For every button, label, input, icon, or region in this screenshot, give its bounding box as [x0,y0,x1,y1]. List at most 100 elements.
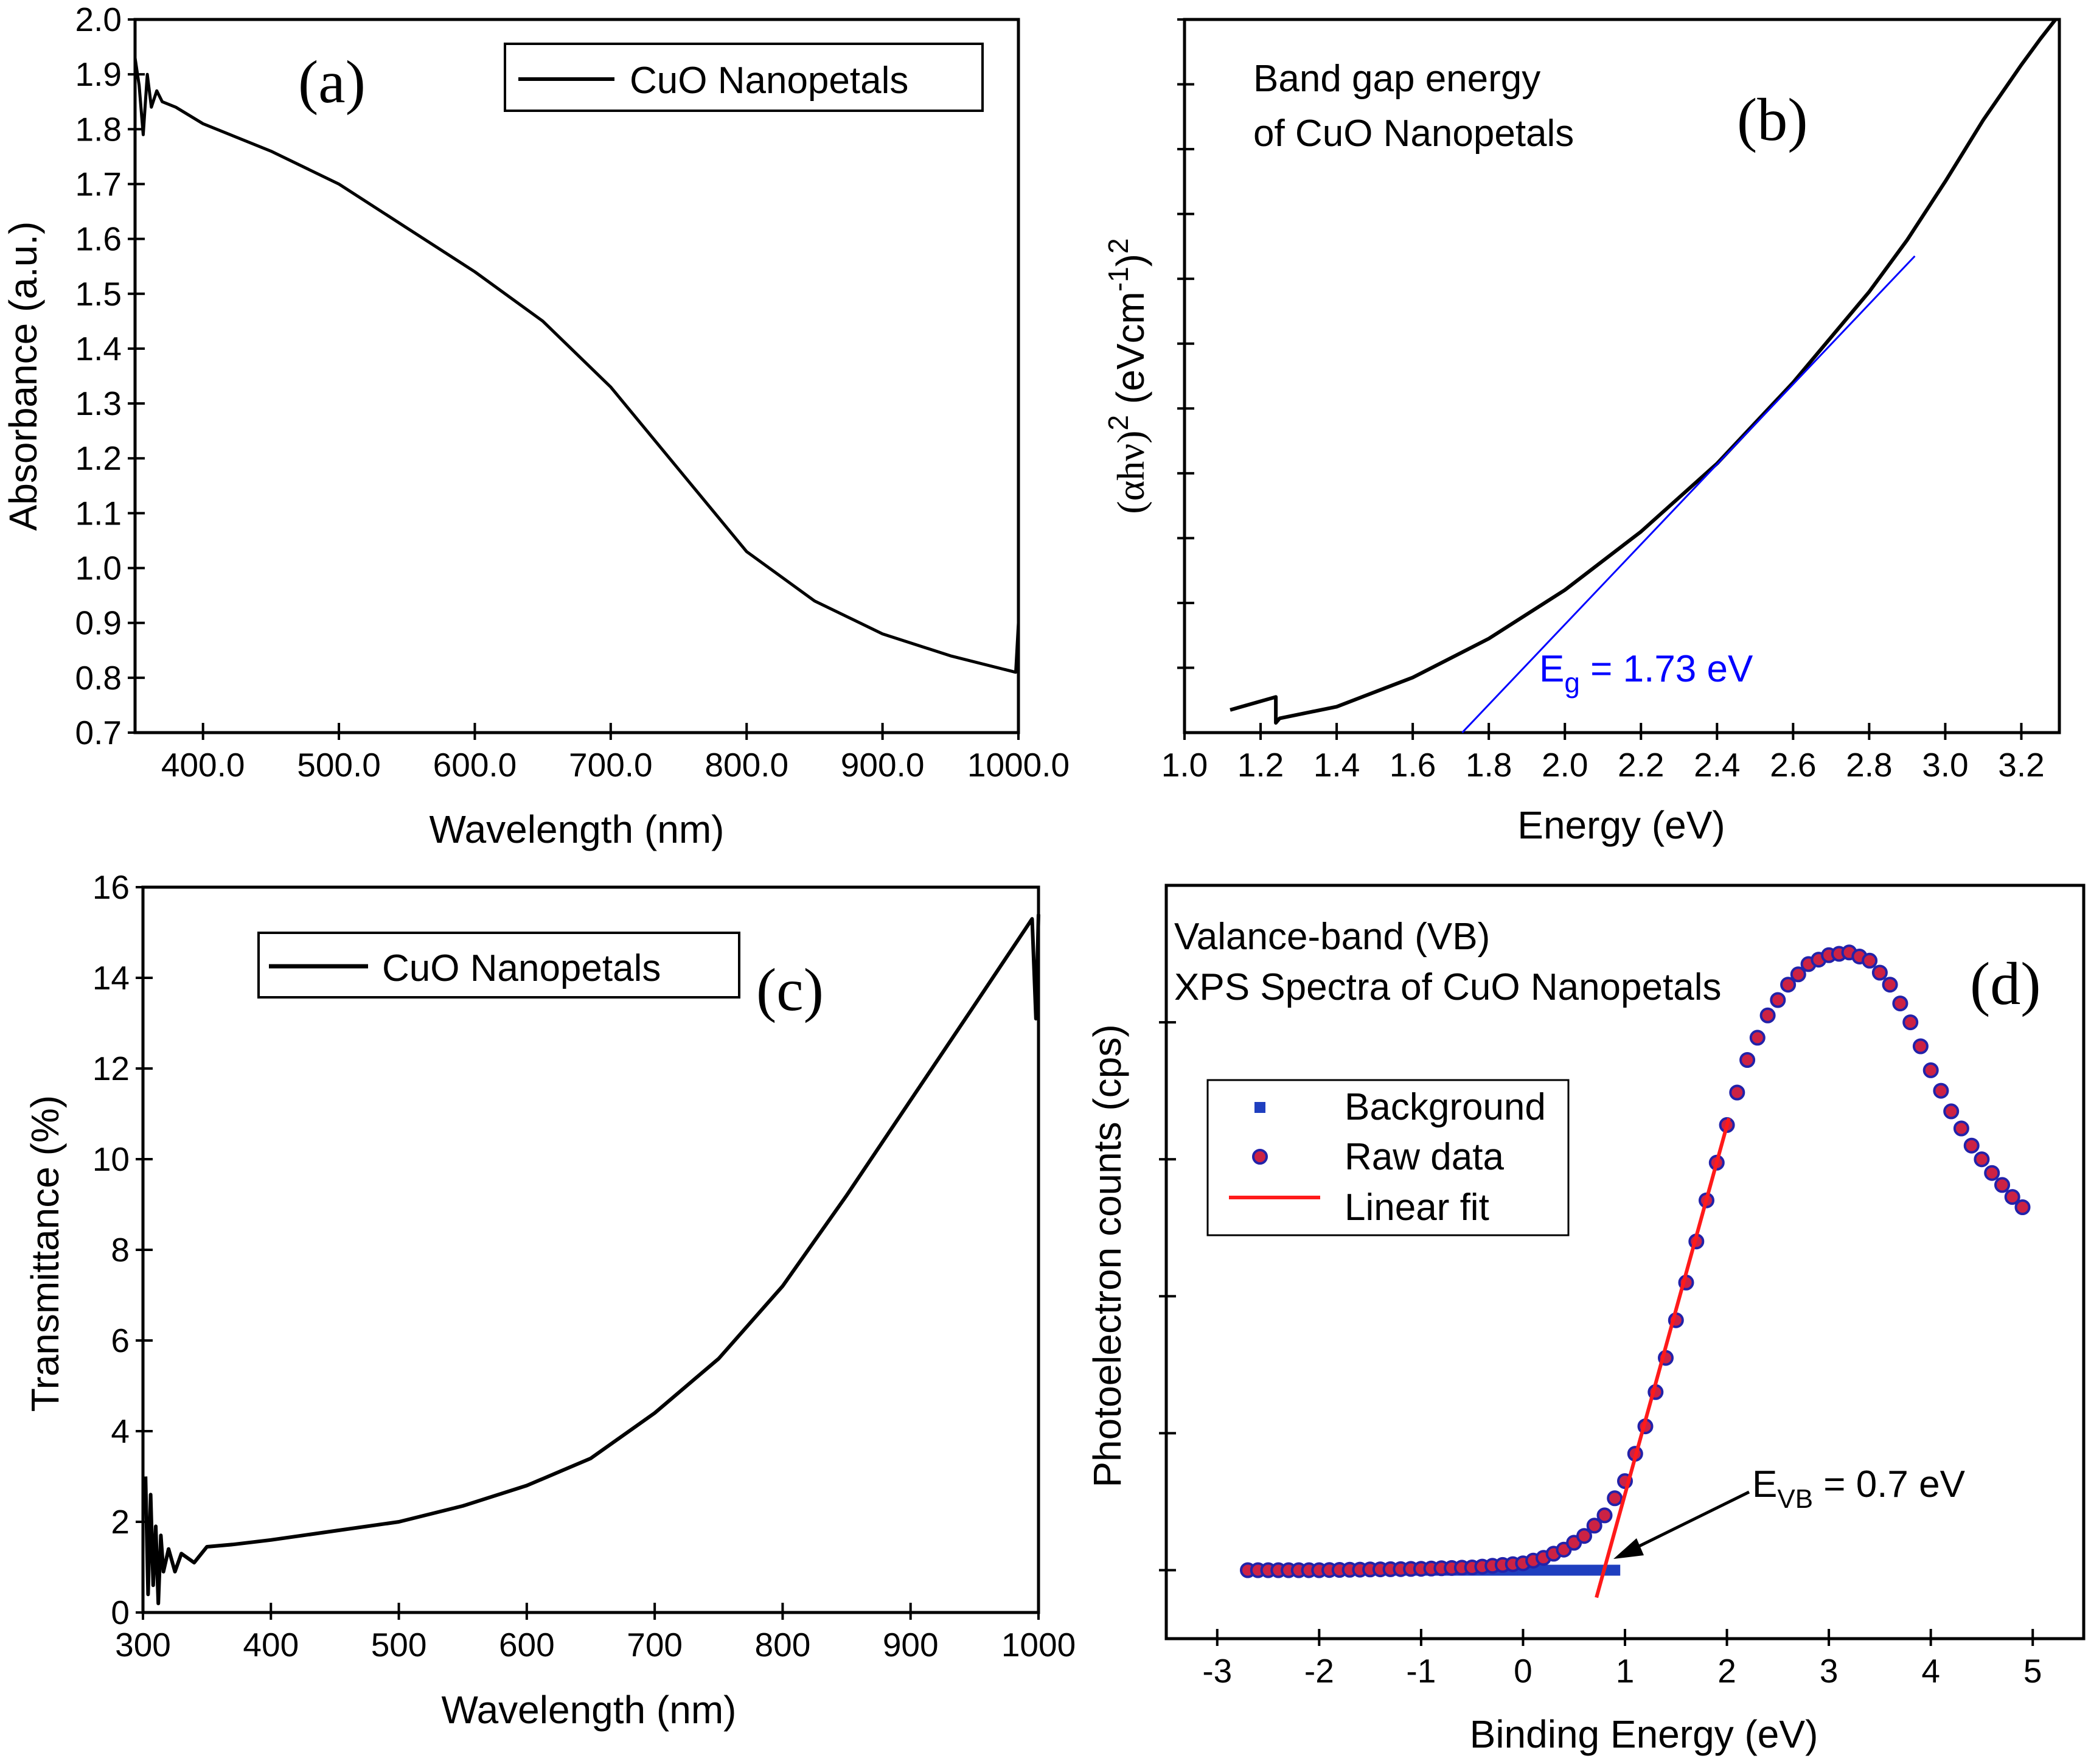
panel-d-raw-point [1963,1137,1980,1154]
panel-a-xtick-label: 500.0 [297,746,381,784]
panel-a-ytick-label: 1.9 [75,55,122,93]
panel-d-background-point [1548,1564,1559,1576]
panel-a-legend-box [504,43,984,112]
panel-a-xtick-label: 800.0 [705,746,788,784]
panel-c-ytick-label: 0 [111,1594,130,1631]
panel-a-ytick-label: 2.0 [75,1,122,38]
panel-d-xtick-label: 0 [1514,1652,1533,1690]
panel-d-legend-raw-marker [1252,1149,1268,1165]
panel-d-xtick-label: 3 [1820,1652,1839,1690]
panel-d-legend-raw: Raw data [1345,1136,1504,1178]
panel-b-data-line [1230,18,2058,725]
panel-a-ytick-label: 1.3 [75,385,122,422]
panel-b-xtick-label: 2.0 [1542,746,1588,784]
panel-a-frame [133,18,1020,734]
panel-c-ticks: 300 400 500 600 700 800 900 1000 0 2 4 6 8 10 12 14 16 [92,868,1076,1664]
panel-a-xtick-label: 700.0 [569,746,653,784]
panel-d-raw-point [1882,977,1898,993]
panel-c-label: (c) [756,956,824,1023]
panel-b-eg-annotation: Eg = 1.73 eV [1539,648,1753,699]
panel-b-tangent-line [1461,255,1916,734]
panel-c-ytick-label: 4 [111,1412,130,1450]
panel-d-xtick-label: 5 [2023,1652,2042,1690]
panel-d-xtick-label: -3 [1202,1652,1232,1690]
panel-b-xtick-label: 1.4 [1313,746,1360,784]
panel-b-xtick-label: 1.2 [1237,746,1284,784]
panel-c-xtick-label: 900 [883,1626,939,1664]
panel-d-raw-point [1943,1103,1960,1120]
panel-c-legend-label: CuO Nanopetals [382,947,661,989]
panel-d-background-point [1609,1564,1621,1576]
panel-d-xtick-label: 4 [1921,1652,1940,1690]
panel-a-ytick-label: 0.7 [75,714,122,751]
panel-b-xtick-label: 2.6 [1770,746,1816,784]
panel-d-title-line-1: Valance-band (VB) [1174,916,1490,958]
panel-d-legend-background: Background [1345,1086,1546,1128]
panel-b-xtick-label: 1.0 [1161,746,1208,784]
panel-c-transmittance-chart: 300 400 500 600 700 800 900 1000 0 2 4 6 8 10 12 14 16 C… [23,868,1076,1732]
panel-b-ylabel: (αhν)2 (eVcm-1)2 [1102,238,1152,514]
panel-c-xtick-label: 800 [755,1626,811,1664]
panel-d-raw-point [1759,1007,1776,1023]
panel-d-background-point [1588,1564,1600,1576]
panel-a-ytick-label: 1.2 [75,439,122,477]
panel-a-ytick-label: 0.8 [75,659,122,697]
panel-d-raw-point [1984,1165,2000,1181]
panel-b-xtick-label: 2.8 [1846,746,1892,784]
panel-a-ytick-label: 1.4 [75,330,122,368]
panel-d-raw-point [1912,1038,1929,1055]
panel-a-xlabel: Wavelength (nm) [430,807,725,851]
panel-a-xtick-label: 1000.0 [967,746,1070,784]
panel-b-xlabel: Energy (eV) [1517,803,1725,847]
panel-d-raw-point [1862,952,1878,969]
panel-d-evb-arrow [1613,1490,1750,1559]
panel-d-raw-point [1749,1030,1766,1046]
panel-a-ytick-label: 1.7 [75,165,122,203]
panel-a-ytick-label: 1.1 [75,494,122,532]
panel-d-raw-point [1780,977,1797,993]
panel-c-xlabel: Wavelength (nm) [442,1688,737,1732]
panel-a-ytick-label: 1.6 [75,220,122,258]
panel-a-series-line [133,57,1020,674]
panel-a-xtick-label: 600.0 [433,746,517,784]
panel-b-xtick-label: 1.8 [1466,746,1512,784]
panel-a-ticks: 400.0 500.0 600.0 700.0 800.0 900.0 1000.0 0.7 0… [75,1,1070,784]
panel-d-xtick-label: 1 [1616,1652,1635,1690]
panel-d-raw-point [1902,1014,1919,1031]
panel-d-raw-point [1953,1120,1969,1137]
panel-c-xtick-label: 400 [243,1626,299,1664]
panel-c-xtick-label: 500 [371,1626,427,1664]
panel-d-legend-fit: Linear fit [1345,1187,1489,1229]
panel-c-ytick-label: 14 [92,959,130,997]
panel-d-background-point [1568,1564,1580,1576]
panel-d-raw-point [2004,1189,2020,1205]
panel-b-xtick-label: 1.6 [1390,746,1436,784]
panel-d-raw-point [1871,964,1888,981]
panel-c-xtick-label: 1000 [1001,1626,1076,1664]
panel-d-background-point [1538,1564,1549,1576]
panel-a-absorbance-chart: 400.0 500.0 600.0 700.0 800.0 900.0 1000.0 0.7 0… [1,1,1070,851]
panel-b-bandgap-chart: 1.0 1.2 1.4 1.6 1.8 2.0 2.2 2.4 2.6 2.8 3.0 3.2 Ban… [1102,18,2061,847]
panel-a-ytick-label: 1.5 [75,275,122,313]
panel-d-xtick-label: 2 [1717,1652,1736,1690]
panel-d-raw-point [1576,1528,1592,1544]
panel-d-raw-point [1922,1062,1939,1078]
panel-d-raw-point [1586,1518,1602,1534]
panel-d-label: (d) [1970,950,2041,1017]
panel-d-raw-point [1892,995,1908,1012]
panel-d-background-point [1579,1564,1590,1576]
panel-c-series-line [144,914,1040,1606]
panel-b-frame [1183,18,2061,734]
panel-c-xtick-label: 700 [627,1626,683,1664]
panel-b-ticks: 1.0 1.2 1.4 1.6 1.8 2.0 2.2 2.4 2.6 2.8 3.0 3.2 [1161,18,2045,784]
panel-c-ytick-label: 8 [111,1231,130,1269]
panel-d-title-line-2: XPS Spectra of CuO Nanopetals [1174,966,1721,1008]
panel-d-xlabel: Binding Energy (eV) [1470,1712,1818,1756]
panel-d-xtick-label: -2 [1304,1652,1334,1690]
panel-b-xtick-label: 2.4 [1694,746,1740,784]
panel-d-evb-annotation: EVB = 0.7 eV [1752,1463,1966,1514]
panel-c-xtick-label: 300 [115,1626,171,1664]
panel-c-ytick-label: 6 [111,1322,130,1359]
panel-d-raw-point [1729,1084,1745,1101]
